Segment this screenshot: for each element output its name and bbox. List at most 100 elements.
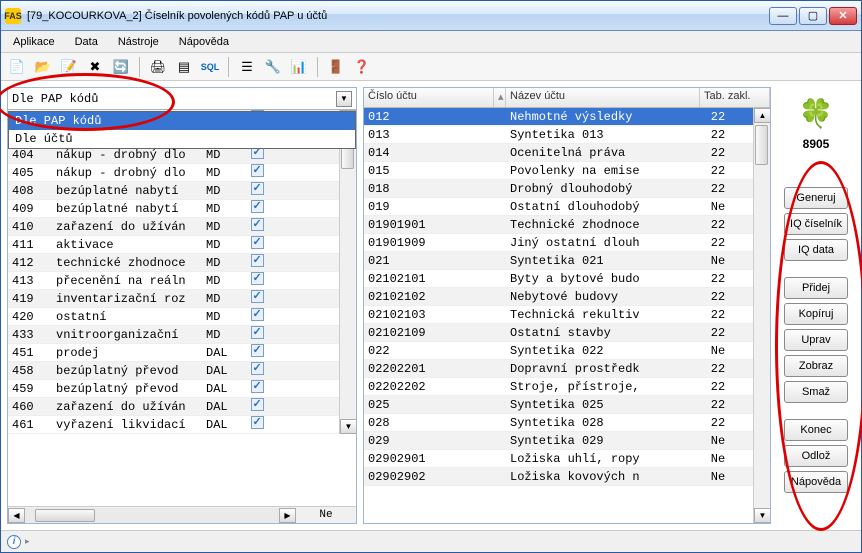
cell-check[interactable] — [242, 379, 272, 398]
btn-pridej[interactable]: Přidej — [784, 277, 848, 299]
cell-check[interactable] — [242, 199, 272, 218]
mid-row[interactable]: 021Syntetika 021Ne — [364, 252, 753, 270]
btn-napoveda[interactable]: Nápověda — [784, 471, 848, 493]
left-row[interactable]: 460zařazení do užívánDAL — [8, 398, 339, 416]
left-row[interactable]: 413přecenění na reálnMD — [8, 272, 339, 290]
tool-icon-2[interactable]: 📂 — [33, 57, 53, 77]
checkbox-icon[interactable] — [251, 218, 264, 231]
menu-aplikace[interactable]: Aplikace — [5, 34, 63, 50]
exit-icon[interactable]: 🚪 — [326, 57, 346, 77]
btn-odloz[interactable]: Odlož — [784, 445, 848, 467]
btn-kopiruj[interactable]: Kopíruj — [784, 303, 848, 325]
left-row[interactable]: 408bezúplatné nabytíMD — [8, 182, 339, 200]
mid-row[interactable]: 015Povolenky na emise22 — [364, 162, 753, 180]
left-row[interactable]: 433vnitroorganizačníMD — [8, 326, 339, 344]
btn-iq-data[interactable]: IQ data — [784, 239, 848, 261]
left-row[interactable]: 459bezúplatný převodDAL — [8, 380, 339, 398]
scroll-left-icon[interactable]: ◀ — [8, 508, 25, 523]
cell-check[interactable] — [242, 163, 272, 182]
mid-row[interactable]: 018Drobný dlouhodobý22 — [364, 180, 753, 198]
info-icon[interactable]: i — [7, 535, 21, 549]
mid-hdr-2[interactable]: Tab. zakl. — [700, 88, 770, 107]
left-row[interactable]: 420ostatníMD — [8, 308, 339, 326]
mid-row[interactable]: 028Syntetika 02822 — [364, 414, 753, 432]
btn-generuj[interactable]: Generuj — [784, 187, 848, 209]
menu-nastroje[interactable]: Nástroje — [110, 34, 167, 50]
cell-check[interactable] — [242, 253, 272, 272]
mid-row[interactable]: 01901909Jiný ostatní dlouh22 — [364, 234, 753, 252]
checkbox-icon[interactable] — [251, 290, 264, 303]
sql-icon[interactable]: SQL — [200, 57, 220, 77]
left-row[interactable]: 461vyřazení likvidacíDAL — [8, 416, 339, 434]
cell-check[interactable] — [242, 361, 272, 380]
mid-row[interactable]: 02102101Byty a bytové budo22 — [364, 270, 753, 288]
mid-row[interactable]: 029Syntetika 029Ne — [364, 432, 753, 450]
mid-row[interactable]: 02102102Nebytové budovy22 — [364, 288, 753, 306]
checkbox-icon[interactable] — [251, 344, 264, 357]
left-vscroll[interactable]: ▲ ▼ — [339, 110, 356, 434]
filter-icon[interactable]: ▤ — [174, 57, 194, 77]
mid-row[interactable]: 02202202Stroje, přístroje,22 — [364, 378, 753, 396]
mid-hdr-1[interactable]: Název účtu — [506, 88, 700, 107]
left-row[interactable]: 409bezúplatné nabytíMD — [8, 200, 339, 218]
tool-icon-3[interactable]: 📝 — [59, 57, 79, 77]
cell-check[interactable] — [242, 289, 272, 308]
menu-napoveda[interactable]: Nápověda — [171, 34, 237, 50]
left-row[interactable]: 405nákup - drobný dloMD — [8, 164, 339, 182]
mid-row[interactable]: 02902901Ložiska uhlí, ropyNe — [364, 450, 753, 468]
left-row[interactable]: 410zařazení do užívánMD — [8, 218, 339, 236]
cell-check[interactable] — [242, 217, 272, 236]
cell-check[interactable] — [242, 181, 272, 200]
btn-uprav[interactable]: Uprav — [784, 329, 848, 351]
cell-check[interactable] — [242, 343, 272, 362]
minimize-button[interactable]: — — [769, 7, 797, 25]
checkbox-icon[interactable] — [251, 164, 264, 177]
left-row[interactable]: 451prodejDAL — [8, 344, 339, 362]
tool-icon-1[interactable]: 📄 — [7, 57, 27, 77]
maximize-button[interactable]: ▢ — [799, 7, 827, 25]
mid-row[interactable]: 02902902Ložiska kovových nNe — [364, 468, 753, 486]
mid-row[interactable]: 025Syntetika 02522 — [364, 396, 753, 414]
checkbox-icon[interactable] — [251, 398, 264, 411]
left-row[interactable]: 411aktivaceMD — [8, 236, 339, 254]
left-row[interactable]: 419inventarizační rozMD — [8, 290, 339, 308]
btn-smaz[interactable]: Smaž — [784, 381, 848, 403]
checkbox-icon[interactable] — [251, 254, 264, 267]
filter-combo[interactable]: Dle PAP kódů ▼ Dle PAP kódů Dle účtů — [8, 88, 356, 110]
mid-vscroll[interactable]: ▲ ▼ — [753, 108, 770, 523]
btn-iq-ciselnik[interactable]: IQ číselník — [784, 213, 848, 235]
left-hscroll[interactable]: ◀ ▶ Ne — [8, 506, 356, 523]
help-icon[interactable]: ❓ — [352, 57, 372, 77]
mid-row[interactable]: 02102109Ostatní stavby22 — [364, 324, 753, 342]
scroll-right-icon[interactable]: ▶ — [279, 508, 296, 523]
scroll-down-icon[interactable]: ▼ — [340, 419, 356, 434]
checkbox-icon[interactable] — [251, 236, 264, 249]
chevron-down-icon[interactable]: ▼ — [336, 91, 352, 107]
mid-row[interactable]: 019Ostatní dlouhodobýNe — [364, 198, 753, 216]
checkbox-icon[interactable] — [251, 380, 264, 393]
mid-row[interactable]: 02102103Technická rekultiv22 — [364, 306, 753, 324]
scroll-up-icon[interactable]: ▲ — [754, 108, 770, 123]
combo-option-0[interactable]: Dle PAP kódů — [9, 112, 355, 130]
mid-row[interactable]: 022Syntetika 022Ne — [364, 342, 753, 360]
btn-zobraz[interactable]: Zobraz — [784, 355, 848, 377]
cell-check[interactable] — [242, 415, 272, 434]
checkbox-icon[interactable] — [251, 200, 264, 213]
mid-row[interactable]: 01901901Technické zhodnoce22 — [364, 216, 753, 234]
btn-konec[interactable]: Konec — [784, 419, 848, 441]
configure-icon[interactable]: ☰ — [237, 57, 257, 77]
tool-icon-6[interactable]: 🔧 — [263, 57, 283, 77]
left-row[interactable]: 412technické zhodnoceMD — [8, 254, 339, 272]
mid-row[interactable]: 02202201Dopravní prostředk22 — [364, 360, 753, 378]
checkbox-icon[interactable] — [251, 326, 264, 339]
mid-row[interactable]: 014Ocenitelná práva22 — [364, 144, 753, 162]
menu-data[interactable]: Data — [67, 34, 106, 50]
close-button[interactable]: ✕ — [829, 7, 857, 25]
cell-check[interactable] — [242, 235, 272, 254]
tool-icon-5[interactable]: 🔄 — [111, 57, 131, 77]
print-icon[interactable]: 🖨 — [148, 57, 168, 77]
left-row[interactable]: 458bezúplatný převodDAL — [8, 362, 339, 380]
mid-row[interactable]: 013Syntetika 01322 — [364, 126, 753, 144]
combo-option-1[interactable]: Dle účtů — [9, 130, 355, 148]
checkbox-icon[interactable] — [251, 416, 264, 429]
